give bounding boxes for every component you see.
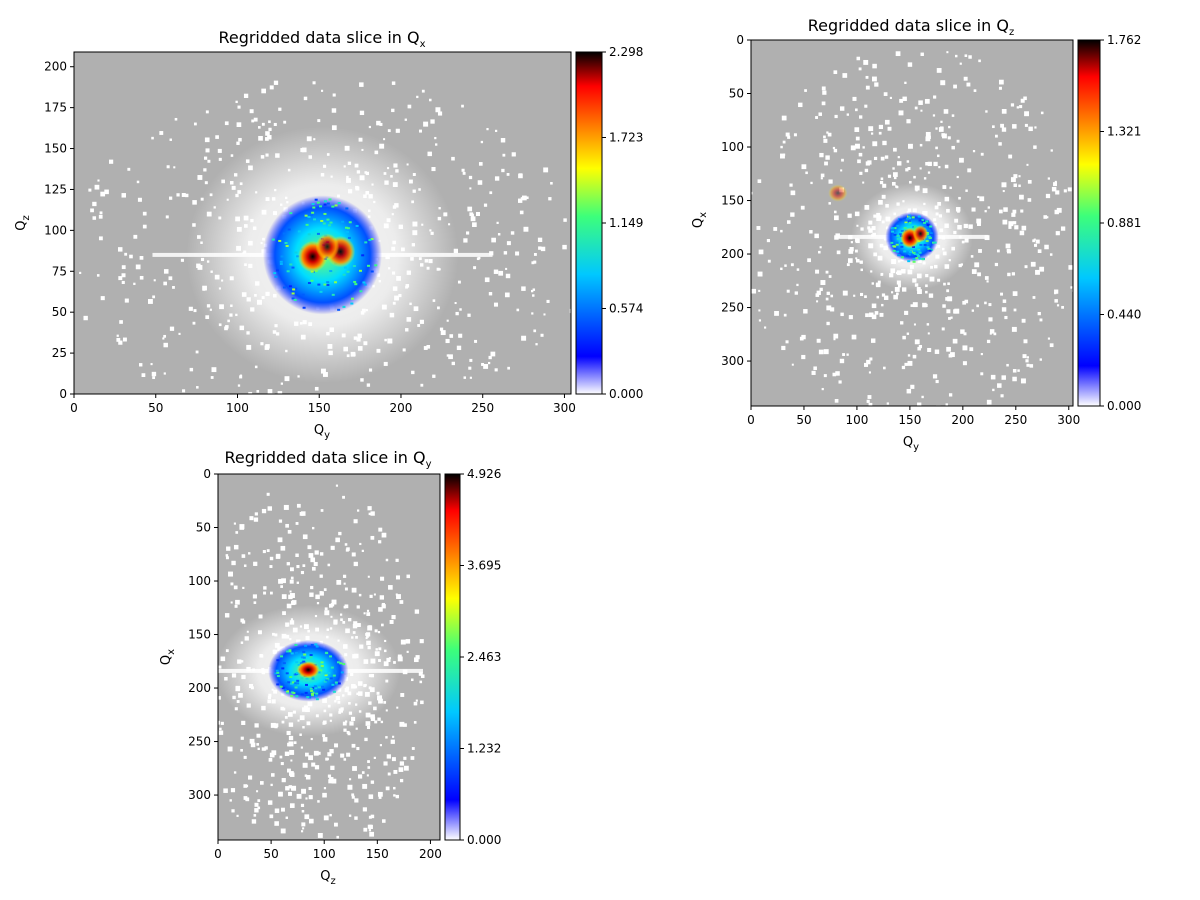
qx-ytick-label: 75 [52, 264, 67, 278]
panel-qz-axes: 0 50 100 150 200 250 300 0 50 100 150 200 250 300 [721, 33, 1080, 427]
qy-colorbar-tick-label: 0.000 [467, 833, 501, 847]
qz-colorbar-tick-label: 1.762 [1107, 33, 1141, 47]
qy-xtick-label: 150 [366, 847, 389, 861]
qz-speckle [751, 51, 1073, 406]
panel-qz-xlabel: Qy [903, 435, 919, 453]
qz-colorbar-tick-label: 0.000 [1107, 399, 1141, 413]
qz-hot-spot-2 [828, 184, 848, 202]
qx-colorbar-tick-label: 1.723 [609, 131, 643, 145]
qy-xtick-label: 0 [214, 847, 222, 861]
qx-ytick-label: 125 [44, 182, 67, 196]
qy-ytick-label: 0 [203, 467, 211, 481]
qx-colorbar-tick-label: 0.574 [609, 302, 643, 316]
panel-qz-colorbar-ticks: 0.000 0.440 0.881 1.321 1.762 [1100, 33, 1141, 413]
panel-qy-plot [218, 474, 440, 840]
qx-colorbar-tick-label: 0.000 [609, 387, 643, 401]
qy-ytick-label: 200 [188, 681, 211, 695]
panel-qx-ylabel: Qz [14, 215, 32, 230]
qx-colorbar-tick-label: 2.298 [609, 45, 643, 59]
qy-xtick-label: 100 [313, 847, 336, 861]
qx-ytick-label: 50 [52, 305, 67, 319]
qy-colorbar-tick-label: 3.695 [467, 559, 501, 573]
qx-xtick-label: 150 [308, 401, 331, 415]
qz-ytick-label: 0 [736, 33, 744, 47]
qx-xtick-label: 0 [70, 401, 78, 415]
qy-ytick-label: 250 [188, 735, 211, 749]
qz-xtick-label: 50 [796, 413, 811, 427]
panel-qz-ylabel: Qx [691, 212, 709, 228]
qx-ytick-label: 25 [52, 346, 67, 360]
panel-qy: Regridded data slice in Qy 0 50 100 150 2000… [159, 448, 501, 887]
panel-qx-frame [73, 51, 572, 395]
panel-qx-title: Regridded data slice in Qx [218, 28, 425, 50]
panel-qz-frame [750, 39, 1074, 407]
panel-qy-ylabel: Qx [159, 649, 177, 665]
qz-xtick-label: 250 [1004, 413, 1027, 427]
qz-ytick-label: 300 [721, 354, 744, 368]
qz-ytick-label: 250 [721, 301, 744, 315]
qx-ytick-label: 150 [44, 142, 67, 156]
qy-xtick-label: 50 [263, 847, 278, 861]
qx-speckle [79, 80, 571, 394]
qx-ytick-label: 200 [44, 60, 67, 74]
qy-colorbar-tick-label: 4.926 [467, 467, 501, 481]
qz-xtick-label: 0 [747, 413, 755, 427]
panel-qx-xlabel: Qy [314, 423, 330, 441]
qx-xtick-label: 100 [226, 401, 249, 415]
panel-qz-colorbar [1077, 39, 1101, 407]
panel-qx-colorbar-ticks: 0.000 0.574 1.149 1.723 2.298 [602, 45, 643, 401]
qx-xtick-label: 250 [471, 401, 494, 415]
qy-ytick-label: 150 [188, 628, 211, 642]
qz-ytick-label: 150 [721, 194, 744, 208]
qx-ytick-label: 100 [44, 223, 67, 237]
panel-qy-colorbar [444, 473, 461, 841]
panel-qy-axes: 0 50 100 150 200 0 50 100 150 200 250 300 [188, 467, 442, 861]
qz-hot-spot-1 [912, 225, 929, 243]
qx-xtick-label: 300 [553, 401, 576, 415]
qz-ytick-label: 100 [721, 140, 744, 154]
panel-qz-plot [751, 40, 1073, 406]
qz-xtick-label: 150 [898, 413, 921, 427]
panel-qy-xlabel: Qz [320, 869, 335, 887]
qz-ytick-label: 200 [721, 247, 744, 261]
qz-colorbar-tick-label: 0.881 [1107, 216, 1141, 230]
qz-xtick-label: 300 [1057, 413, 1080, 427]
panel-qx-plot [74, 52, 571, 394]
qy-speckle [218, 484, 425, 839]
panel-qy-frame [217, 473, 441, 841]
panel-qx: Regridded data slice in Qx 0 50 100 150 200 2… [14, 28, 643, 441]
qy-hot-spot-0 [296, 661, 320, 679]
qx-ytick-label: 0 [59, 387, 67, 401]
panel-qy-colorbar-ticks: 0.000 1.232 2.463 3.695 4.926 [460, 467, 501, 847]
qy-colorbar-tick-label: 2.463 [467, 650, 501, 664]
panel-qy-title: Regridded data slice in Qy [224, 448, 431, 470]
panel-qz-title: Regridded data slice in Qz [808, 16, 1014, 38]
qy-colorbar-tick-label: 1.232 [467, 742, 501, 756]
qz-xtick-label: 100 [845, 413, 868, 427]
qx-hot-spot-2 [315, 233, 340, 260]
qy-ytick-label: 50 [196, 521, 211, 535]
qx-xtick-label: 50 [148, 401, 163, 415]
panel-qx-axes: 0 50 100 150 200 250 300 0 25 50 75 100 125 150 175 200 [44, 60, 576, 415]
qx-ytick-label: 175 [44, 101, 67, 115]
qy-xtick-label: 200 [419, 847, 442, 861]
qz-ytick-label: 50 [729, 87, 744, 101]
qz-colorbar-tick-label: 0.440 [1107, 308, 1141, 322]
panel-qx-colorbar [575, 51, 603, 395]
qx-xtick-label: 200 [390, 401, 413, 415]
qy-ytick-label: 100 [188, 574, 211, 588]
qy-ytick-label: 300 [188, 788, 211, 802]
panel-qz: Regridded data slice in Qz 0 50 100 150 200 2… [691, 16, 1141, 453]
qz-colorbar-tick-label: 1.321 [1107, 125, 1141, 139]
qx-colorbar-tick-label: 1.149 [609, 216, 643, 230]
qz-xtick-label: 200 [951, 413, 974, 427]
